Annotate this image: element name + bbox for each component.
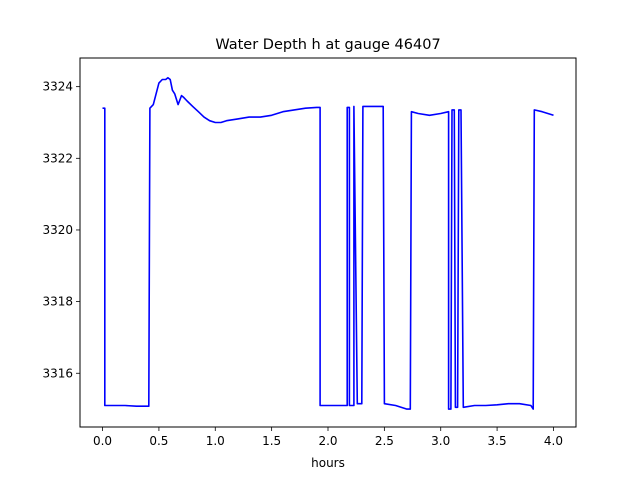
x-tick-label: 2.5 (375, 434, 394, 448)
x-tick-label: 1.0 (206, 434, 225, 448)
x-tick-label: 1.5 (262, 434, 281, 448)
y-tick-label: 3322 (42, 151, 73, 165)
x-axis: 0.0 0.5 1.0 1.5 2.0 2.5 3.0 3.5 4.0 (93, 427, 563, 448)
y-axis: 3316 3318 3320 3322 3324 (42, 80, 80, 380)
chart-title: Water Depth h at gauge 46407 (215, 37, 440, 53)
x-tick-label: 3.0 (431, 434, 450, 448)
x-tick-label: 2.0 (318, 434, 337, 448)
x-tick-label: 3.5 (488, 434, 507, 448)
x-tick-label: 0.5 (149, 434, 168, 448)
x-axis-label: hours (311, 456, 345, 470)
x-tick-label: 4.0 (544, 434, 563, 448)
x-tick-label: 0.0 (93, 434, 112, 448)
y-tick-label: 3316 (42, 366, 73, 380)
series-line-0 (102, 76, 554, 410)
y-tick-label: 3320 (42, 223, 73, 237)
plot-area (102, 76, 554, 410)
y-tick-label: 3324 (42, 80, 73, 94)
plot-frame (79, 57, 577, 428)
y-tick-label: 3318 (42, 295, 73, 309)
